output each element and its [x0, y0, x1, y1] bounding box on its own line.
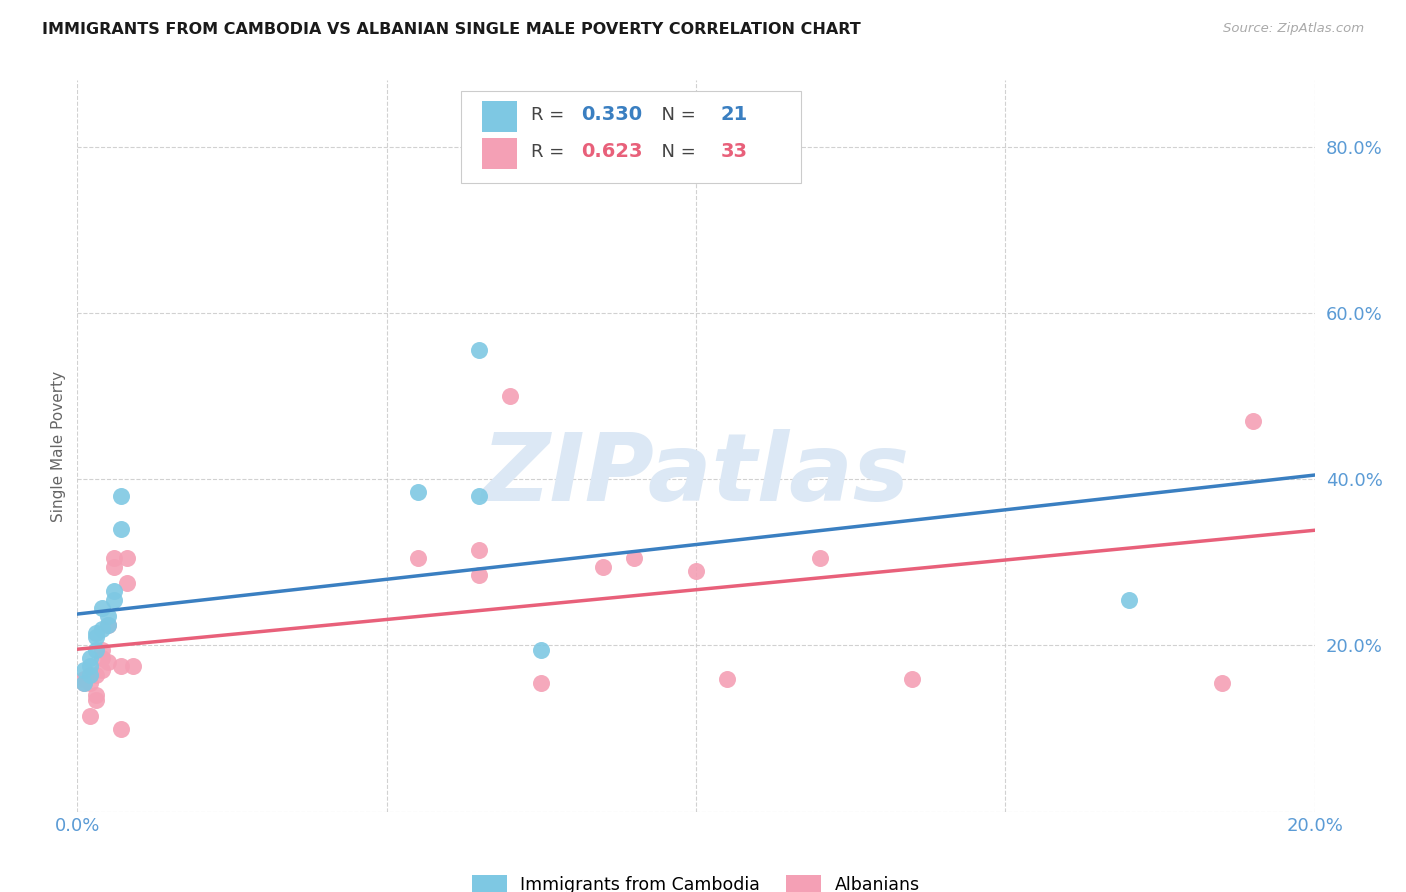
Point [115, 551, 138, 566]
Point [79, 709, 101, 723]
Text: Source: ZipAtlas.com: Source: ZipAtlas.com [1223, 22, 1364, 36]
Point [530, 676, 553, 690]
Text: N =: N = [650, 143, 702, 161]
Point [84, 642, 107, 657]
Legend: Immigrants from Cambodia, Albanians: Immigrants from Cambodia, Albanians [465, 868, 927, 892]
Point [84, 667, 107, 681]
Point [72, 672, 94, 686]
Text: 0.623: 0.623 [581, 143, 643, 161]
Point [901, 672, 924, 686]
Text: R =: R = [531, 106, 571, 124]
Point [72, 676, 94, 690]
Point [91, 642, 114, 657]
Point [1211, 676, 1233, 690]
Point [84, 630, 107, 644]
Point [103, 592, 125, 607]
Point [499, 389, 522, 403]
Point [110, 489, 132, 503]
Point [468, 567, 491, 582]
FancyBboxPatch shape [482, 138, 516, 169]
Point [97, 655, 120, 669]
Point [103, 584, 125, 599]
Point [72, 676, 94, 690]
Point [110, 522, 132, 536]
Point [115, 576, 138, 591]
Point [685, 564, 707, 578]
Point [468, 542, 491, 557]
Text: R =: R = [531, 143, 571, 161]
Point [406, 484, 429, 499]
Text: N =: N = [650, 106, 702, 124]
Point [110, 659, 132, 673]
Point [468, 489, 491, 503]
Point [1118, 592, 1140, 607]
Point [110, 722, 132, 736]
Point [97, 609, 120, 624]
Point [623, 551, 645, 566]
FancyBboxPatch shape [482, 101, 516, 132]
Point [530, 642, 553, 657]
Point [79, 667, 101, 681]
Point [72, 664, 94, 678]
Point [1241, 414, 1264, 428]
Point [79, 651, 101, 665]
Text: 21: 21 [721, 105, 748, 124]
Text: 33: 33 [721, 143, 748, 161]
FancyBboxPatch shape [461, 91, 801, 183]
Point [91, 664, 114, 678]
Point [103, 551, 125, 566]
Point [97, 617, 120, 632]
Text: IMMIGRANTS FROM CAMBODIA VS ALBANIAN SINGLE MALE POVERTY CORRELATION CHART: IMMIGRANTS FROM CAMBODIA VS ALBANIAN SIN… [42, 22, 860, 37]
Point [592, 559, 614, 574]
Point [91, 651, 114, 665]
Point [103, 559, 125, 574]
Point [84, 689, 107, 703]
Point [79, 667, 101, 681]
Point [716, 672, 738, 686]
Y-axis label: Single Male Poverty: Single Male Poverty [51, 370, 66, 522]
Point [122, 659, 145, 673]
Point [91, 622, 114, 636]
Point [91, 601, 114, 615]
Point [79, 676, 101, 690]
Point [79, 659, 101, 673]
Point [468, 343, 491, 358]
Text: ZIPatlas: ZIPatlas [482, 429, 910, 521]
Point [84, 626, 107, 640]
Point [406, 551, 429, 566]
Point [808, 551, 831, 566]
Text: 0.330: 0.330 [581, 105, 643, 124]
Point [97, 617, 120, 632]
Point [84, 692, 107, 706]
